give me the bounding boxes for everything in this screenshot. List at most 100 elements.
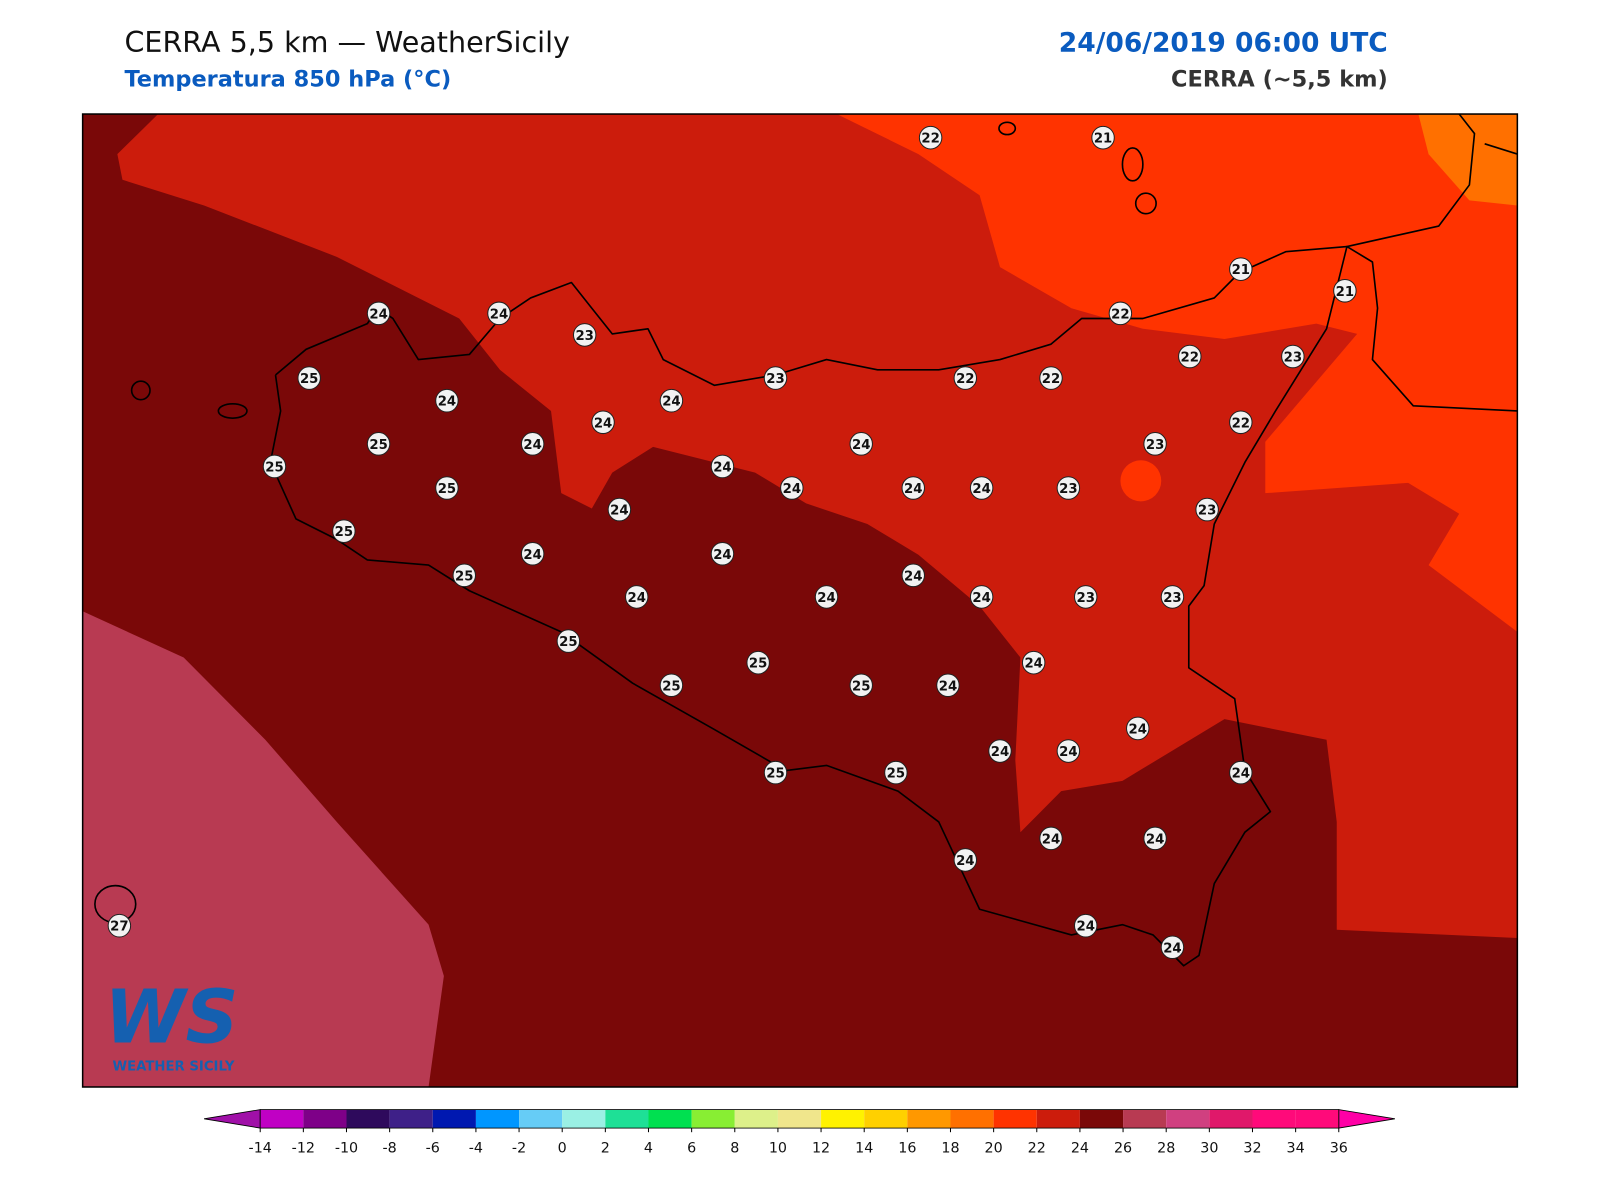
station: 23	[572, 323, 597, 347]
station-value: 21	[1336, 285, 1354, 300]
station-marker	[936, 673, 960, 698]
station: 25	[332, 519, 356, 543]
station-value: 23	[766, 372, 784, 387]
station: 24	[988, 739, 1012, 763]
island	[130, 380, 151, 401]
station-value: 23	[1059, 482, 1077, 497]
station-value: 24	[904, 569, 922, 584]
station: 25	[746, 650, 770, 675]
station-value: 24	[904, 482, 922, 497]
station-marker	[1160, 585, 1185, 609]
title: CERRA 5,5 km — WeatherSicily	[124, 25, 570, 59]
station: 24	[520, 432, 545, 456]
coastline-calabria-north	[1484, 143, 1518, 155]
colorbar-over	[1338, 1109, 1395, 1129]
station-marker	[901, 476, 925, 500]
logo-initials: WS	[104, 975, 238, 1060]
station-value: 23	[575, 329, 593, 344]
station-marker	[1056, 476, 1081, 500]
colorbar-swatch	[864, 1109, 908, 1129]
station: 25	[763, 760, 788, 785]
station-value: 24	[956, 854, 974, 869]
field-20-22-patch	[1120, 460, 1162, 502]
station-value: 25	[335, 525, 353, 540]
station: 24	[625, 585, 649, 609]
station-value: 24	[1024, 657, 1042, 672]
colorbar-swatch	[1252, 1109, 1296, 1129]
field-26-28	[82, 611, 444, 1087]
station: 24	[1229, 760, 1253, 785]
station-value: 25	[662, 679, 680, 694]
colorbar-tick-label: 8	[730, 1141, 739, 1157]
colorbar-tick-label: -8	[383, 1141, 397, 1157]
colorbar-under	[204, 1109, 261, 1129]
colorbar-swatch	[821, 1109, 865, 1129]
station: 24	[901, 476, 925, 500]
station: 23	[1160, 585, 1185, 609]
station: 24	[1143, 826, 1167, 851]
station-value: 25	[766, 767, 784, 782]
station-marker	[901, 563, 925, 588]
station-marker	[918, 125, 943, 150]
station-marker	[366, 432, 391, 456]
station-marker	[659, 673, 684, 698]
colorbar-tick-label: -10	[335, 1141, 358, 1157]
station-value: 24	[1059, 745, 1077, 760]
station: 23	[1056, 476, 1081, 500]
colorbar-tick-label: -6	[426, 1141, 440, 1157]
colorbar-tick-label: 28	[1157, 1141, 1175, 1157]
station-value: 25	[852, 679, 870, 694]
station-marker	[953, 366, 978, 390]
station: 24	[435, 388, 459, 413]
station-marker	[262, 454, 287, 479]
station: 24	[710, 454, 735, 479]
station-value: 25	[455, 569, 473, 584]
station: 24	[1021, 650, 1046, 675]
colorbar-tick-label: 2	[601, 1141, 610, 1157]
colorbar-swatch	[260, 1109, 304, 1129]
station-value: 24	[1076, 920, 1094, 935]
station: 24	[591, 410, 615, 435]
station: 24	[780, 476, 804, 500]
station-marker	[452, 563, 477, 588]
colorbar-swatch	[993, 1109, 1037, 1129]
island	[1134, 192, 1157, 215]
station-value: 24	[817, 591, 835, 606]
station-value: 23	[1163, 591, 1181, 606]
coastline-calabria	[1346, 114, 1518, 412]
station: 22	[953, 366, 978, 390]
station: 23	[1073, 585, 1098, 609]
colorbar-swatch	[519, 1109, 563, 1129]
colorbar-swatch	[648, 1109, 692, 1129]
station-value: 22	[1232, 416, 1250, 431]
station-marker	[710, 541, 735, 566]
station-marker	[849, 673, 873, 698]
station: 25	[452, 563, 477, 588]
station-value: 24	[438, 395, 456, 410]
station: 21	[1333, 278, 1357, 303]
colorbar-swatch	[432, 1109, 476, 1129]
station: 22	[1108, 301, 1133, 326]
colorbar-tick-label: 4	[644, 1141, 653, 1157]
colorbar-swatch	[777, 1109, 822, 1129]
station-value: 24	[1042, 832, 1060, 847]
colorbar-swatch	[605, 1109, 649, 1129]
colorbar-swatch	[1036, 1109, 1080, 1129]
station-marker	[1056, 739, 1081, 763]
station: 23	[763, 366, 788, 390]
station-value: 24	[490, 307, 508, 322]
station: 24	[366, 301, 391, 326]
colorbar-swatch	[1166, 1109, 1210, 1129]
station-value: 24	[972, 482, 990, 497]
station-marker	[1126, 716, 1150, 741]
station-value: 25	[559, 635, 577, 650]
station-marker	[556, 629, 581, 653]
station: 25	[366, 432, 391, 456]
station-value: 24	[369, 307, 387, 322]
colorbar-tick-label: 12	[812, 1141, 830, 1157]
station-value: 24	[523, 438, 541, 453]
station: 25	[435, 476, 459, 500]
station: 24	[969, 476, 994, 500]
station-marker	[763, 760, 788, 785]
station: 22	[918, 125, 943, 150]
